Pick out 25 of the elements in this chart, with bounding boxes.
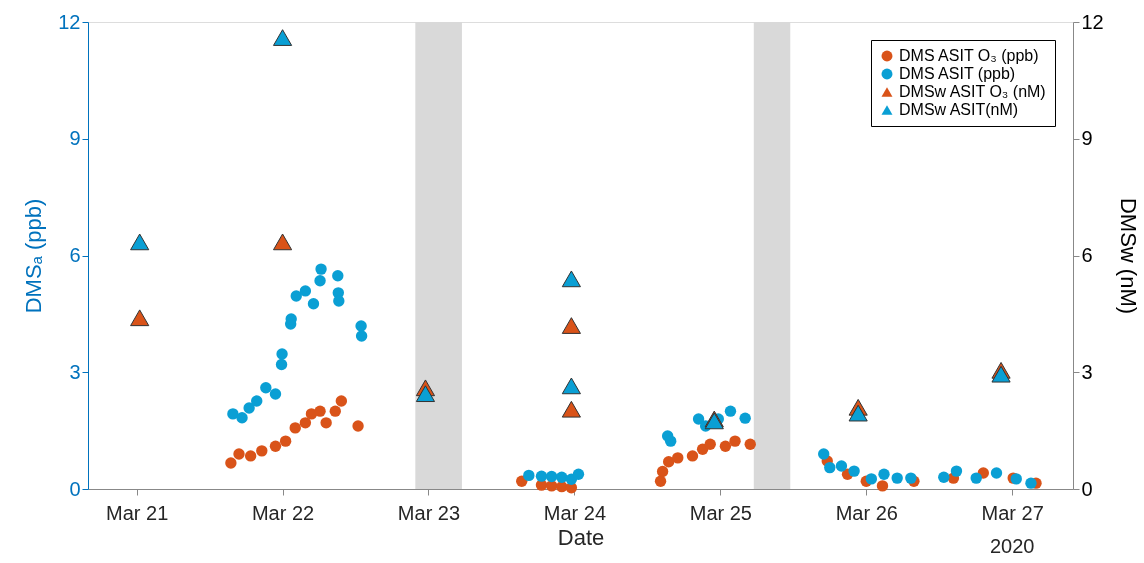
- x-tick-label: Mar 27: [981, 501, 1044, 524]
- y-tick-label: 0: [69, 477, 81, 500]
- y-tick-label: 12: [58, 10, 81, 33]
- y2-tick-label: 3: [1081, 360, 1093, 383]
- y-tick-label: 6: [69, 244, 81, 266]
- x-tick-label: Mar 23: [397, 501, 461, 524]
- y2-tick-label: 9: [1081, 127, 1093, 150]
- x-tick-label: Mar 24: [543, 501, 607, 524]
- legend-label: DMSw ASIT(nM): [899, 101, 1019, 118]
- x-tick-label: Mar 21: [106, 501, 169, 524]
- legend-label: DMSw ASIT O₃ (nM): [899, 83, 1046, 100]
- legend-label: DMS ASIT O₃ (ppb): [899, 47, 1039, 64]
- x-tick-label: Mar 22: [251, 501, 315, 524]
- y-axis-title: DMSₐ (ppb): [21, 198, 47, 314]
- y2-tick-label: 6: [1081, 244, 1093, 266]
- text: 2020: [989, 535, 1035, 557]
- y2-tick-label: 12: [1081, 10, 1104, 33]
- y-tick-label: 3: [69, 360, 81, 383]
- x-tick-label: Mar 26: [835, 501, 898, 524]
- y-tick-label: 9: [69, 127, 81, 150]
- x-axis-title: Date: [557, 524, 605, 550]
- y2-tick-label: 0: [1081, 477, 1093, 500]
- legend-label: DMS ASIT (ppb): [899, 65, 1016, 82]
- x-tick-label: Mar 25: [689, 501, 752, 524]
- y2-axis-title: DMSw (nM): [1115, 197, 1141, 315]
